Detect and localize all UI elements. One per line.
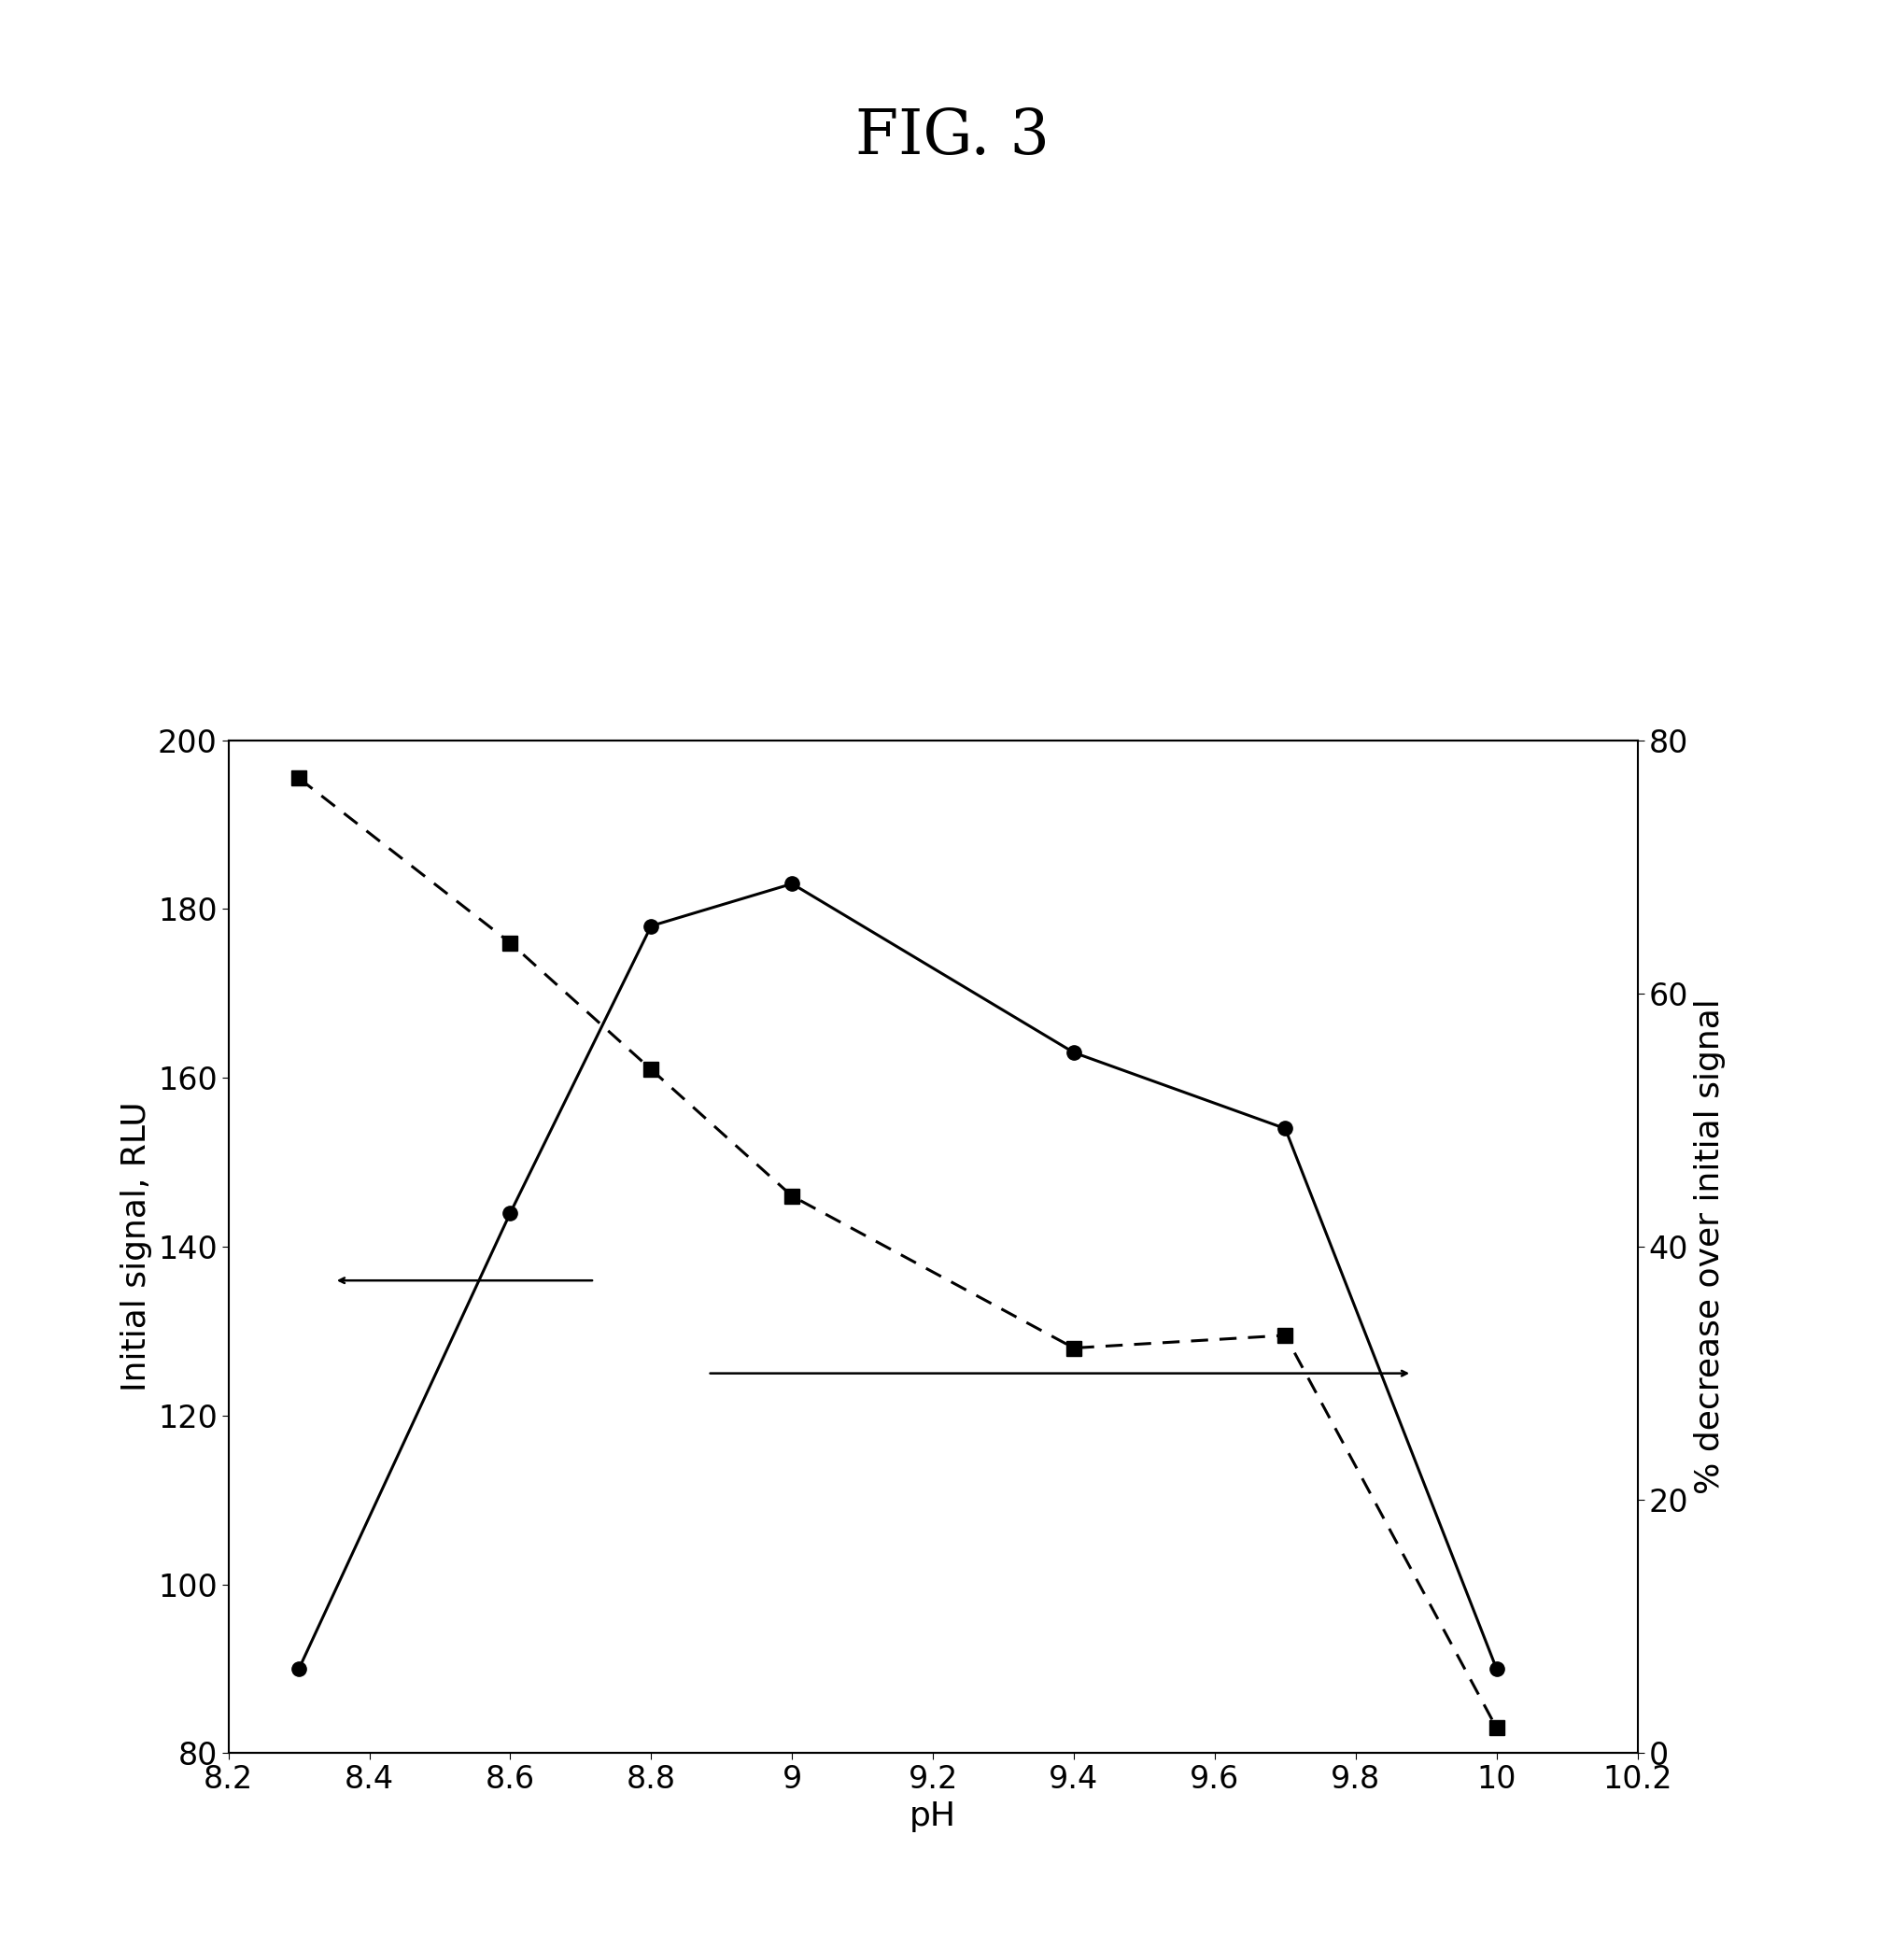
X-axis label: pH: pH <box>910 1800 956 1831</box>
Y-axis label: % decrease over initial signal: % decrease over initial signal <box>1693 999 1725 1494</box>
Y-axis label: Initial signal, RLU: Initial signal, RLU <box>120 1103 152 1391</box>
Text: FIG. 3: FIG. 3 <box>855 105 1049 168</box>
